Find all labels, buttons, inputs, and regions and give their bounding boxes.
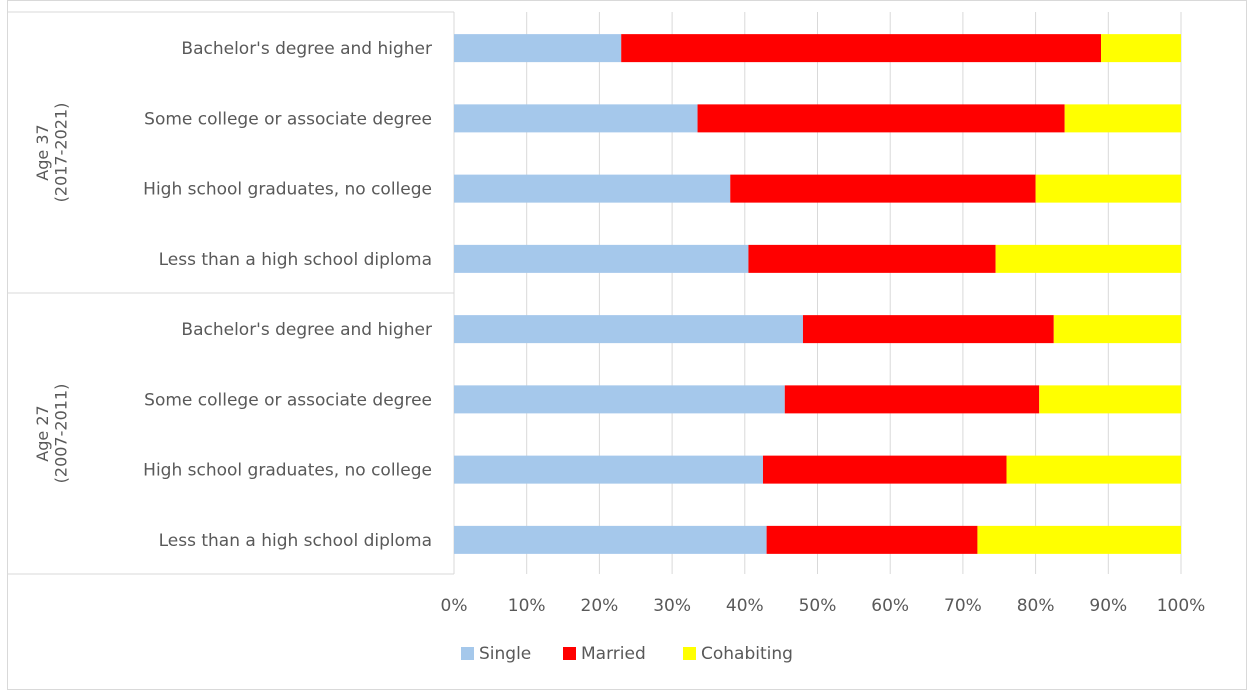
- x-tick-label: 20%: [581, 596, 619, 616]
- x-tick-label: 50%: [799, 596, 837, 616]
- bar-single: [454, 34, 622, 63]
- bar-married: [802, 315, 1054, 344]
- x-tick-label: 60%: [871, 596, 909, 616]
- bar-cohabiting: [1101, 34, 1181, 63]
- category-label: High school graduates, no college: [143, 180, 432, 200]
- group-label-line1: Age 37: [33, 124, 52, 180]
- category-label: Bachelor's degree and higher: [181, 39, 432, 59]
- bar-cohabiting: [1006, 455, 1181, 484]
- x-tick-label: 10%: [508, 596, 546, 616]
- category-label: Less than a high school diploma: [159, 531, 432, 551]
- bar-cohabiting: [1035, 174, 1181, 203]
- bar-married: [766, 525, 978, 554]
- bar-married: [748, 244, 996, 273]
- category-label: High school graduates, no college: [143, 461, 432, 481]
- category-label: Some college or associate degree: [144, 109, 432, 129]
- category-label: Some college or associate degree: [144, 390, 432, 410]
- legend-swatch-married: [563, 647, 576, 660]
- legend-label-married: Married: [581, 644, 646, 664]
- bar-single: [454, 525, 767, 554]
- x-tick-label: 80%: [1017, 596, 1055, 616]
- group-label: Age 27(2007-2011): [33, 384, 70, 484]
- bar-cohabiting: [1039, 385, 1181, 414]
- bar-married: [784, 385, 1040, 414]
- group-label: Age 37(2017-2021): [33, 103, 70, 203]
- group-label-line1: Age 27: [33, 405, 52, 461]
- category-label: Bachelor's degree and higher: [181, 320, 432, 340]
- x-tick-label: 40%: [726, 596, 764, 616]
- bar-cohabiting: [977, 525, 1181, 554]
- legend-swatch-cohabiting: [683, 647, 696, 660]
- group-label-line2: (2007-2011): [51, 384, 70, 484]
- bar-married: [730, 174, 1036, 203]
- legend-label-single: Single: [479, 644, 531, 664]
- bar-single: [454, 104, 698, 133]
- group-label-line2: (2017-2021): [51, 103, 70, 203]
- bar-married: [621, 34, 1102, 63]
- bar-cohabiting: [995, 244, 1181, 273]
- category-label: Less than a high school diploma: [159, 250, 432, 270]
- bar-single: [454, 174, 731, 203]
- bar-single: [454, 455, 763, 484]
- x-tick-label: 0%: [441, 596, 468, 616]
- bar-single: [454, 385, 785, 414]
- bar-married: [762, 455, 1007, 484]
- x-tick-label: 30%: [653, 596, 691, 616]
- bar-cohabiting: [1053, 315, 1181, 344]
- bar-cohabiting: [1064, 104, 1181, 133]
- legend-swatch-single: [461, 647, 474, 660]
- chart-border: [7, 0, 1247, 690]
- bar-single: [454, 244, 749, 273]
- x-tick-label: 90%: [1089, 596, 1127, 616]
- legend-label-cohabiting: Cohabiting: [701, 644, 793, 664]
- x-tick-label: 100%: [1157, 596, 1206, 616]
- bar-married: [697, 104, 1065, 133]
- bar-single: [454, 315, 803, 344]
- x-tick-label: 70%: [944, 596, 982, 616]
